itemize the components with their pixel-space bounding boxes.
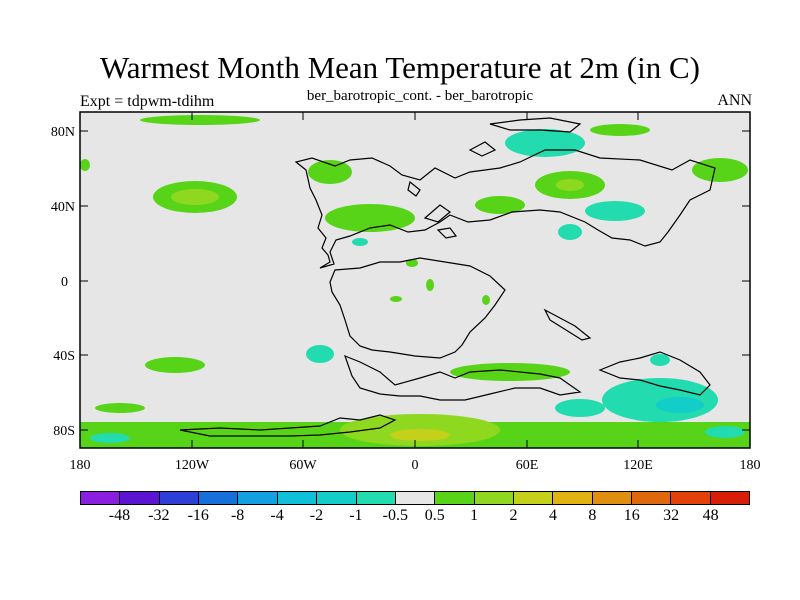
colorbar-box [356,492,396,504]
positive-patch [450,363,570,381]
negative-patch [558,224,582,240]
lat-tick-label: 80N [51,125,75,140]
colorbar-box [238,492,278,504]
continent-outline [294,149,716,269]
colorbar-box [317,492,357,504]
colorbar-label: -4 [270,507,284,524]
lon-tick-label: 60E [516,458,539,473]
continent-outline [179,414,397,437]
lon-tick-label: 0 [412,458,419,473]
colorbar-label: 16 [623,507,640,524]
positive-patch [426,279,434,291]
coastlines [179,117,716,437]
negative-patch [555,399,605,417]
continent-outline [343,354,582,401]
positive-patch [308,160,352,184]
colorbar-label: 48 [702,507,719,524]
colorbar-label: 2 [509,507,518,524]
colorbar-label: -0.5 [382,507,408,524]
positive-patch [390,429,450,441]
positive-patch [692,158,748,182]
colorbar-labels: -48 -32 -16 -8 -4 -2 -1 -0.5 0.5 1 2 4 8 16 32 48 [0,507,800,529]
lon-tick-label: 60W [289,458,317,473]
positive-patch [95,403,145,413]
lon-tick-label: 180 [70,458,91,473]
colorbar-label: -48 [108,507,131,524]
colorbar-box [435,492,475,504]
colorbar-label: -1 [349,507,363,524]
colorbar-label: -8 [230,507,245,524]
positive-patch [590,124,650,136]
negative-patch [585,201,645,221]
colorbar-box [671,492,711,504]
colorbar-label: 8 [588,507,597,524]
positive-patch [390,296,402,302]
negative-patch [705,426,745,438]
map-title: Warmest Month Mean Temperature at 2m (in… [100,50,700,85]
positive-patch [475,196,525,214]
colorbar-label: -16 [187,507,209,524]
continent-outline [468,141,497,157]
experiment-label: Expt = tdpwm-tdihm [80,93,215,110]
lat-tick-label: 0 [61,275,68,290]
anomaly-fills [80,115,750,448]
colorbar-box [592,492,633,504]
colorbar-box [632,492,672,504]
season-label: ANN [717,92,752,109]
lon-tick-label: 180 [740,458,761,473]
negative-patch [80,159,90,171]
subtitle-label: ber_barotropic_cont. - ber_barotropic [306,88,534,104]
colorbar-label: 1 [470,507,479,524]
positive-patch [352,238,368,246]
colorbar-box [120,492,160,504]
colorbar-box [513,492,554,504]
continent-outline [598,351,711,396]
continent-outline [543,308,592,341]
colorbar [80,491,750,505]
colorbar-box [710,492,750,504]
colorbar-box [553,492,593,504]
lat-tick-label: 40S [53,349,75,364]
positive-patch [145,357,205,373]
axis-ticks [80,112,750,448]
continent-outline [329,257,506,359]
positive-patch [556,179,584,191]
positive-patch [171,189,219,205]
colorbar-box [474,492,514,504]
lon-tick-label: 120W [175,458,210,473]
colorbar-label: 32 [663,507,680,524]
negative-patch [650,354,670,366]
negative-patch [90,433,130,443]
negative-patch [505,129,585,157]
lat-tick-label: 40N [51,200,75,215]
positive-patch [406,259,418,267]
colorbar-box [81,492,121,504]
colorbar-label: -2 [309,507,324,524]
colorbar-label: 0.5 [424,507,445,524]
negative-patch [656,397,704,413]
continent-outline [436,227,458,239]
lat-tick-label: 80S [53,424,75,439]
colorbar-box [199,492,239,504]
positive-patch [325,204,415,232]
negative-patch [602,378,718,422]
colorbar-box [395,492,436,504]
continent-outline [489,117,582,133]
lon-tick-label: 120E [623,458,653,473]
colorbar-box [159,492,200,504]
negative-patch [306,345,334,363]
continent-outline [423,204,451,223]
continent-outline [407,180,421,197]
colorbar-label: -32 [148,507,170,524]
positive-patch [140,115,260,125]
colorbar-label: 4 [548,507,557,524]
colorbar-box [277,492,318,504]
positive-patch [482,295,490,305]
